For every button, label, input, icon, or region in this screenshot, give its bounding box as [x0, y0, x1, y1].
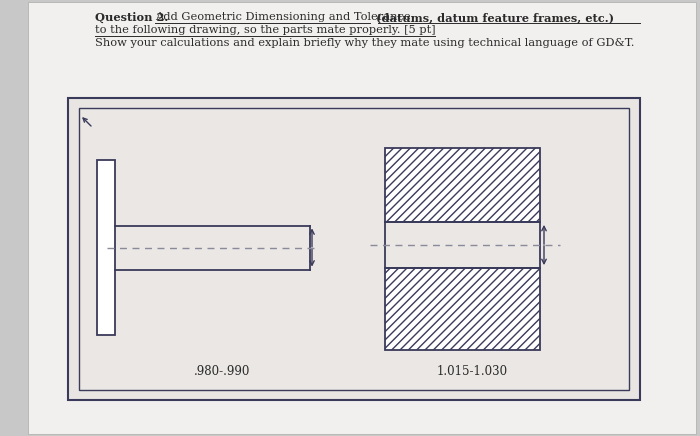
Bar [79, 108, 629, 390]
Text: 1.015-1.030: 1.015-1.030 [437, 365, 508, 378]
Text: Add Geometric Dimensioning and Tolerance: Add Geometric Dimensioning and Tolerance [155, 12, 411, 22]
Text: .980-.990: .980-.990 [195, 365, 251, 378]
Text: to the following drawing, so the parts mate properly. [5 pt]: to the following drawing, so the parts m… [95, 25, 435, 35]
Bar [385, 268, 540, 350]
Text: Show your calculations and explain briefly why they mate using technical languag: Show your calculations and explain brief… [95, 38, 634, 48]
Text: Question 2.: Question 2. [95, 12, 168, 23]
Bar [68, 98, 640, 400]
Text: (datums, datum feature frames, etc.): (datums, datum feature frames, etc.) [372, 12, 614, 23]
Bar [97, 160, 115, 335]
Bar [385, 148, 540, 222]
